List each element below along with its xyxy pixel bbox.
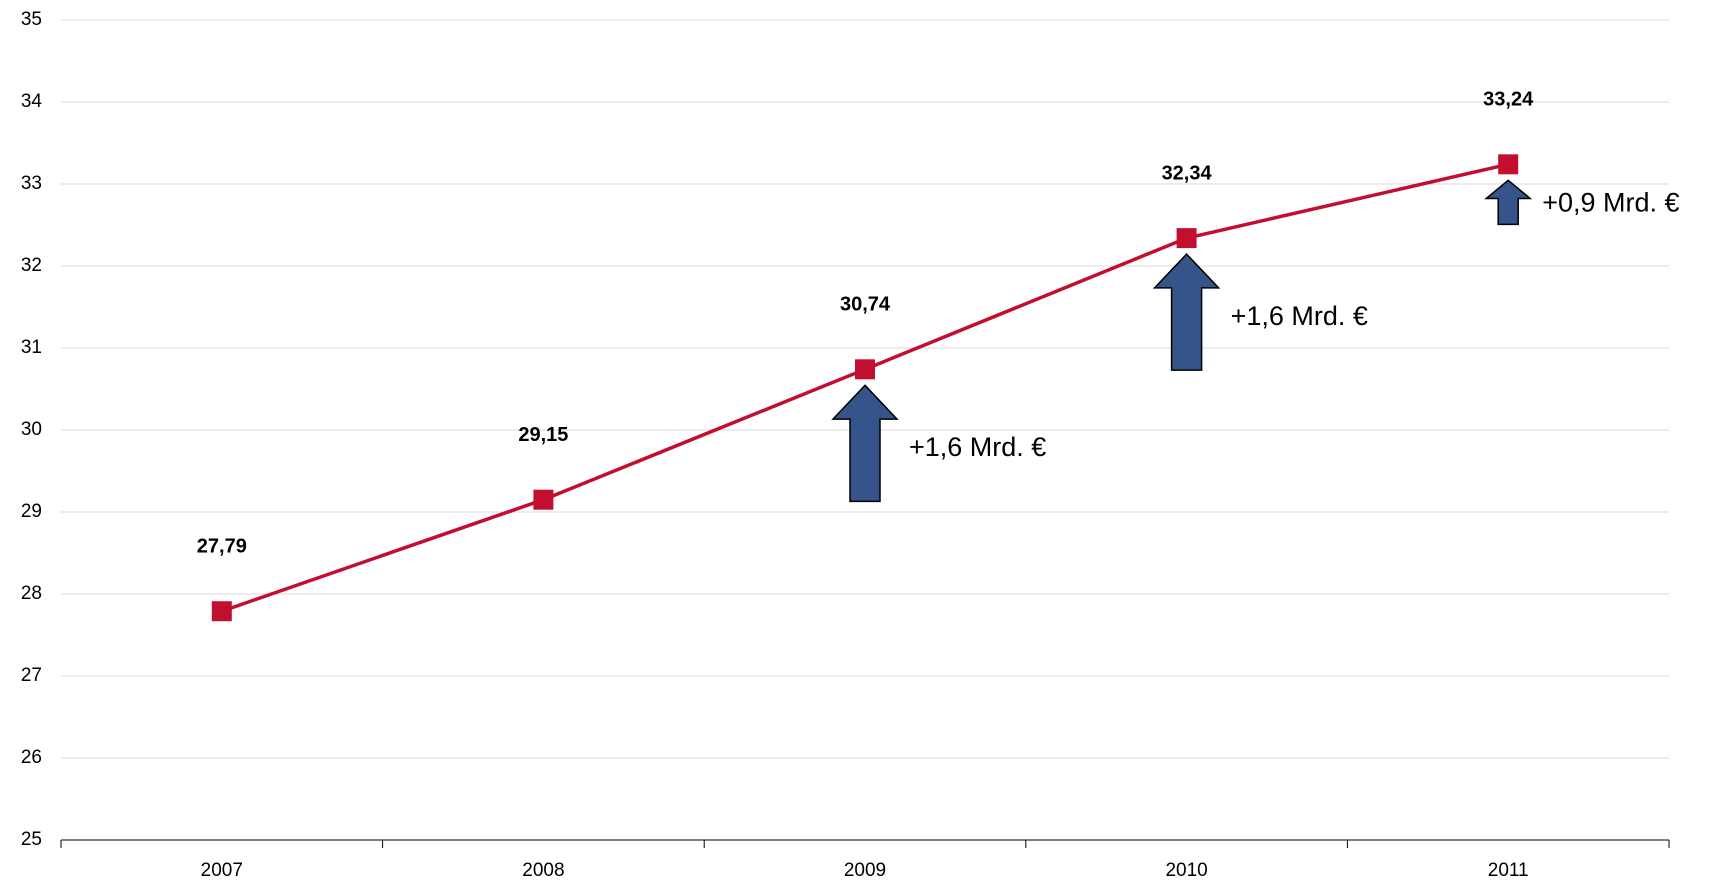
y-tick-label: 30	[21, 419, 42, 440]
value-label: 33,24	[1483, 89, 1534, 111]
y-tick-label: 26	[21, 747, 42, 768]
x-tick-label: 2009	[844, 860, 886, 881]
x-tick-label: 2008	[522, 860, 564, 881]
y-tick-label: 29	[21, 501, 42, 522]
y-tick-label: 28	[21, 583, 42, 604]
marker	[1176, 228, 1197, 249]
x-tick-label: 2011	[1488, 860, 1529, 881]
annotation: +0,9 Mrd. €	[1542, 188, 1679, 218]
y-tick-label: 31	[21, 337, 42, 358]
annotation: +1,6 Mrd. €	[909, 432, 1046, 462]
x-tick-label: 2010	[1165, 860, 1207, 881]
y-tick-label: 27	[21, 665, 42, 686]
annotation-arrow	[1484, 179, 1533, 226]
value-label: 30,74	[840, 294, 891, 316]
y-tick-label: 33	[21, 173, 42, 194]
marker	[1498, 154, 1519, 175]
x-tick-label: 2007	[201, 860, 243, 881]
y-tick-label: 25	[21, 829, 42, 850]
marker	[855, 359, 875, 380]
value-label: 32,34	[1162, 162, 1213, 184]
annotation: +1,6 Mrd. €	[1231, 301, 1368, 331]
annotation-arrow	[831, 384, 899, 503]
y-tick-label: 35	[21, 9, 42, 30]
value-label: 27,79	[197, 536, 247, 558]
y-tick-label: 34	[21, 91, 43, 112]
annotation-arrow	[1152, 253, 1221, 371]
value-label: 29,15	[518, 424, 568, 446]
marker	[211, 601, 232, 622]
marker	[533, 489, 554, 510]
y-tick-label: 32	[21, 255, 42, 276]
